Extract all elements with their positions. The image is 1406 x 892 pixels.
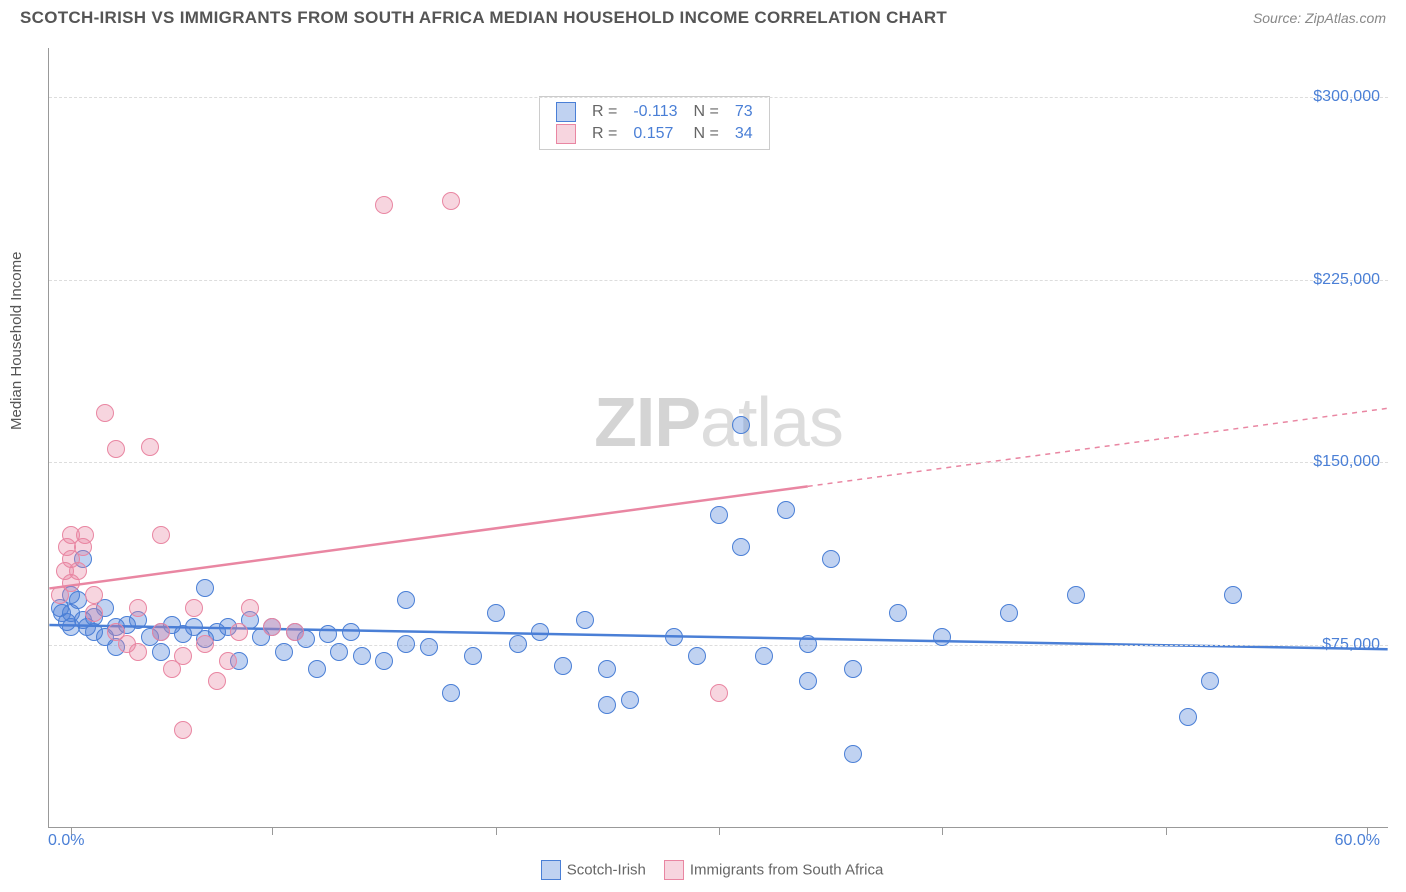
legend-row: R =0.157N =34: [548, 123, 761, 145]
data-point: [375, 652, 393, 670]
data-point: [531, 623, 549, 641]
data-point: [141, 438, 159, 456]
data-point: [353, 647, 371, 665]
data-point: [69, 562, 87, 580]
data-point: [230, 623, 248, 641]
data-point: [844, 745, 862, 763]
data-point: [889, 604, 907, 622]
scatter-chart: ZIPatlas R =-0.113N =73R =0.157N =34 $75…: [48, 48, 1388, 828]
data-point: [822, 550, 840, 568]
x-max-label: 60.0%: [1335, 832, 1380, 850]
data-point: [1067, 586, 1085, 604]
data-point: [732, 416, 750, 434]
x-axis: 0.0% 60.0%: [48, 832, 1388, 860]
y-tick-label: $75,000: [1322, 636, 1380, 654]
data-point: [1000, 604, 1018, 622]
data-point: [107, 440, 125, 458]
data-point: [442, 684, 460, 702]
data-point: [442, 192, 460, 210]
data-point: [96, 404, 114, 422]
data-point: [1224, 586, 1242, 604]
gridline: [49, 645, 1388, 646]
data-point: [487, 604, 505, 622]
data-point: [319, 625, 337, 643]
data-point: [174, 647, 192, 665]
data-point: [799, 635, 817, 653]
data-point: [129, 599, 147, 617]
data-point: [263, 618, 281, 636]
data-point: [1179, 708, 1197, 726]
data-point: [342, 623, 360, 641]
data-point: [330, 643, 348, 661]
data-point: [844, 660, 862, 678]
data-point: [286, 623, 304, 641]
data-point: [174, 721, 192, 739]
y-axis-label: Median Household Income: [8, 252, 25, 430]
data-point: [710, 506, 728, 524]
data-point: [732, 538, 750, 556]
data-point: [554, 657, 572, 675]
data-point: [420, 638, 438, 656]
data-point: [129, 643, 147, 661]
data-point: [397, 591, 415, 609]
data-point: [933, 628, 951, 646]
y-tick-label: $150,000: [1313, 453, 1380, 471]
data-point: [76, 526, 94, 544]
data-point: [85, 604, 103, 622]
data-point: [208, 672, 226, 690]
x-min-label: 0.0%: [48, 832, 84, 850]
trend-line-extrapolated: [808, 408, 1388, 486]
data-point: [85, 586, 103, 604]
gridline: [49, 462, 1388, 463]
legend-swatch: [541, 860, 561, 880]
gridline: [49, 280, 1388, 281]
data-point: [196, 635, 214, 653]
data-point: [185, 599, 203, 617]
data-point: [275, 643, 293, 661]
legend-label: Immigrants from South Africa: [690, 862, 883, 879]
data-point: [799, 672, 817, 690]
watermark: ZIPatlas: [594, 382, 843, 462]
data-point: [665, 628, 683, 646]
data-point: [710, 684, 728, 702]
data-point: [1201, 672, 1219, 690]
y-tick-label: $300,000: [1313, 88, 1380, 106]
data-point: [152, 623, 170, 641]
source-label: Source: ZipAtlas.com: [1253, 10, 1386, 26]
data-point: [621, 691, 639, 709]
data-point: [755, 647, 773, 665]
data-point: [598, 696, 616, 714]
data-point: [576, 611, 594, 629]
legend-swatch: [664, 860, 684, 880]
data-point: [375, 196, 393, 214]
data-point: [688, 647, 706, 665]
data-point: [152, 643, 170, 661]
data-point: [308, 660, 326, 678]
data-point: [152, 526, 170, 544]
data-point: [241, 599, 259, 617]
gridline: [49, 97, 1388, 98]
data-point: [509, 635, 527, 653]
data-point: [598, 660, 616, 678]
legend-row: R =-0.113N =73: [548, 101, 761, 123]
data-point: [464, 647, 482, 665]
legend-label: Scotch-Irish: [567, 862, 646, 879]
series-legend: Scotch-Irish Immigrants from South Africa: [0, 860, 1406, 880]
y-tick-label: $225,000: [1313, 271, 1380, 289]
data-point: [196, 579, 214, 597]
data-point: [219, 652, 237, 670]
chart-title: SCOTCH-IRISH VS IMMIGRANTS FROM SOUTH AF…: [20, 8, 947, 28]
data-point: [397, 635, 415, 653]
data-point: [777, 501, 795, 519]
correlation-legend: R =-0.113N =73R =0.157N =34: [539, 96, 770, 150]
